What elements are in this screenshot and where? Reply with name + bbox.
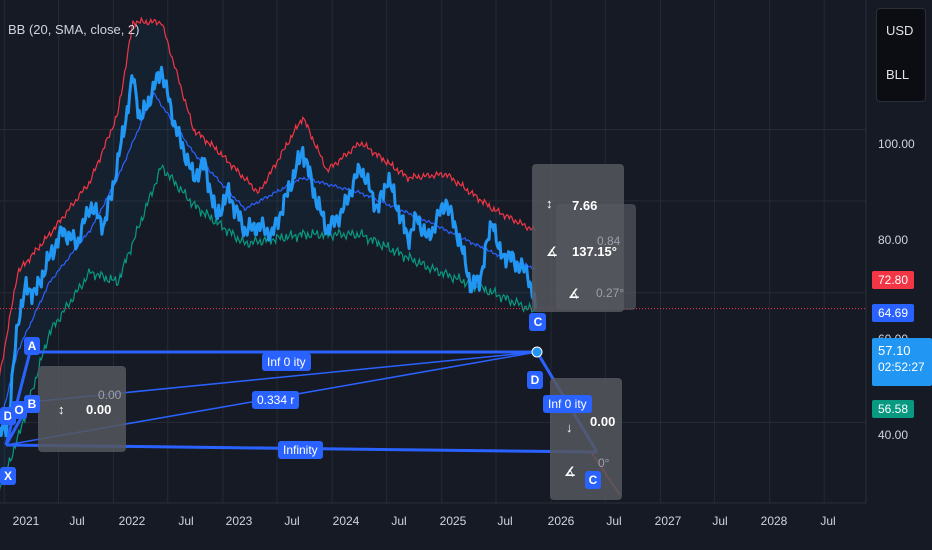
height-value: 7.66 [572,198,598,213]
scale-panel: USD BLL [876,8,926,102]
angle-icon: ∡ [546,244,558,259]
time-tick: Jul [712,514,728,528]
line-label-middle[interactable]: 0.334 r [252,391,300,409]
indicator-legend[interactable]: BB (20, SMA, close, 2) [8,22,140,37]
height-value: 0.00 [86,402,112,417]
measure-stat-box-secondary[interactable] [556,204,636,310]
upper-band-tag: 72.80 [872,271,915,289]
currency-button[interactable]: USD [886,23,914,38]
upper-band-line [0,16,537,378]
point-label-c-bottom[interactable]: C [585,471,601,489]
time-tick: Jul [284,514,300,528]
grid [0,0,867,504]
height-value: 0.00 [590,414,616,429]
time-tick: 2024 [332,514,360,528]
point-label-x[interactable]: X [0,467,16,485]
price-series [0,65,866,438]
time-tick: Jul [606,514,622,528]
time-tick: Jul [497,514,513,528]
price-tick: 80.00 [878,233,909,247]
point-label-o[interactable]: O [11,401,27,419]
time-tick: Jul [391,514,407,528]
line-label-right[interactable]: Inf 0 ity [543,395,592,413]
bar-countdown: 02:52:27 [878,360,925,374]
point-label-c-duplicate[interactable]: C [530,313,546,331]
time-tick: 2021 [12,514,40,528]
price-line [0,65,537,438]
height-icon: ↕ [546,196,553,211]
point-label-b[interactable]: B [24,395,40,413]
last-price-value: 57.10 [878,343,911,358]
height-icon: ↕ [58,402,65,417]
time-tick: 2025 [439,514,467,528]
point-label-a[interactable]: A [24,337,40,355]
line-label-upper[interactable]: Inf 0 ity [262,353,311,371]
line-label-lower[interactable]: Infinity [278,441,323,459]
time-tick: 2023 [225,514,253,528]
time-tick: 2028 [760,514,788,528]
pattern-line-xa [4,351,32,446]
height-icon: ↓ [566,420,573,435]
angle-icon: ∡ [568,286,580,301]
time-tick: 2022 [118,514,146,528]
time-tick: Jul [820,514,836,528]
last-price-tag: 57.10 02:52:27 [872,338,932,386]
price-tick: 40.00 [878,428,909,442]
measure-stat-box-left[interactable] [38,366,126,452]
time-tick: 2026 [547,514,575,528]
lower-band-line [0,164,537,491]
band-fill [0,18,536,488]
price-tick: 100.00 [878,137,915,151]
point-label-d-right[interactable]: D [527,371,543,389]
time-tick: Jul [178,514,194,528]
current-price-dot [531,346,543,358]
angle-value: 137.15° [572,244,617,259]
angle-icon: ∡ [564,464,576,479]
ghost-angle-value: 0° [598,456,610,470]
time-tick: Jul [69,514,85,528]
ghost-value: 0.00 [98,388,122,402]
ghost-angle-value: 0.27° [596,286,625,300]
basis-tag: 64.69 [872,304,915,322]
unit-button[interactable]: BLL [886,67,910,82]
lower-band-tag: 56.58 [872,400,915,418]
time-tick: 2027 [654,514,682,528]
ghost-value: 0.84 [597,234,621,248]
